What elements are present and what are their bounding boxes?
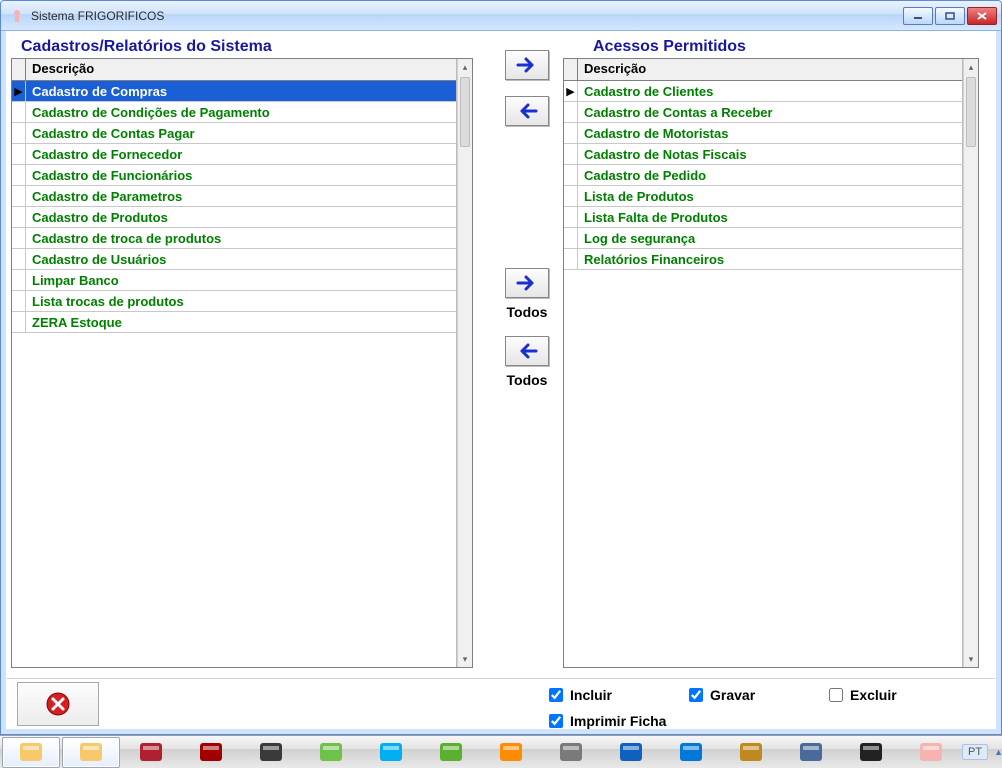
table-row[interactable]: Cadastro de Pedido — [564, 165, 962, 186]
messenger-icon[interactable] — [302, 737, 360, 768]
right-grid[interactable]: Descrição ▶Cadastro de ClientesCadastro … — [564, 59, 963, 667]
table-row[interactable]: ▶Cadastro de Clientes — [564, 81, 962, 102]
gear-icon[interactable] — [542, 737, 600, 768]
table-row[interactable]: Cadastro de Condições de Pagamento — [12, 102, 456, 123]
window-title: Sistema FRIGORIFICOS — [31, 9, 903, 23]
close-button[interactable] — [967, 7, 997, 25]
bottom-bar: Incluir Gravar Excluir Imprimir Ficha — [7, 678, 995, 728]
taskbar[interactable]: PT ▲ — [0, 735, 1002, 768]
explorer-folder-icon[interactable] — [62, 737, 120, 768]
right-title: Acessos Permitidos — [563, 32, 991, 58]
table-row[interactable]: Limpar Banco — [12, 270, 456, 291]
move-all-left-label: Todos — [507, 372, 548, 388]
gravar-check[interactable]: Gravar — [685, 685, 825, 705]
table-row[interactable]: Cadastro de Funcionários — [12, 165, 456, 186]
table-row[interactable]: Cadastro de Contas Pagar — [12, 123, 456, 144]
cell-label: Lista de Produtos — [578, 189, 700, 204]
cell-label: Limpar Banco — [26, 273, 125, 288]
cell-label: Cadastro de Pedido — [578, 168, 712, 183]
table-row[interactable]: Lista de Produtos — [564, 186, 962, 207]
imprimir-check[interactable]: Imprimir Ficha — [545, 711, 685, 731]
table-row[interactable]: ▶Cadastro de Compras — [12, 81, 456, 102]
move-right-button[interactable] — [505, 50, 549, 80]
table-row[interactable]: Lista trocas de produtos — [12, 291, 456, 312]
app-icon — [9, 8, 25, 24]
table-row[interactable]: Cadastro de Fornecedor — [12, 144, 456, 165]
firefox-icon[interactable] — [482, 737, 540, 768]
skype-icon[interactable] — [362, 737, 420, 768]
app-icon[interactable] — [902, 737, 960, 768]
titlebar[interactable]: Sistema FRIGORIFICOS — [1, 1, 1001, 31]
chart-icon[interactable] — [722, 737, 780, 768]
move-left-button[interactable] — [505, 96, 549, 126]
office-icon[interactable] — [122, 737, 180, 768]
cell-label: Cadastro de Contas Pagar — [26, 126, 201, 141]
music-icon[interactable] — [422, 737, 480, 768]
cell-label: Cadastro de Contas a Receber — [578, 105, 779, 120]
cell-label: Cadastro de Clientes — [578, 84, 719, 99]
table-row[interactable]: Cadastro de Produtos — [12, 207, 456, 228]
table-row[interactable]: Cadastro de Notas Fiscais — [564, 144, 962, 165]
right-scrollbar[interactable]: ▴▾ — [963, 59, 978, 667]
left-grid[interactable]: Descrição ▶Cadastro de ComprasCadastro d… — [12, 59, 457, 667]
move-all-right-label: Todos — [507, 304, 548, 320]
table-row[interactable]: Cadastro de Parametros — [12, 186, 456, 207]
left-title: Cadastros/Relatórios do Sistema — [11, 32, 491, 58]
cell-label: Cadastro de Usuários — [26, 252, 172, 267]
table-row[interactable]: Lista Falta de Produtos — [564, 207, 962, 228]
maximize-button[interactable] — [935, 7, 965, 25]
minimize-button[interactable] — [903, 7, 933, 25]
cell-label: Cadastro de Compras — [26, 84, 173, 99]
explorer-folders-icon[interactable] — [2, 737, 60, 768]
right-column-header: Descrição — [578, 59, 652, 80]
cell-label: Cadastro de Funcionários — [26, 168, 198, 183]
cell-label: Cadastro de Notas Fiscais — [578, 147, 753, 162]
incluir-check[interactable]: Incluir — [545, 685, 685, 705]
excluir-check[interactable]: Excluir — [825, 685, 965, 705]
cell-label: Cadastro de Motoristas — [578, 126, 734, 141]
table-row[interactable]: Relatórios Financeiros — [564, 249, 962, 270]
cell-label: ZERA Estoque — [26, 315, 128, 330]
left-column-header: Descrição — [26, 59, 100, 80]
cell-label: Cadastro de Produtos — [26, 210, 174, 225]
cell-label: Cadastro de troca de produtos — [26, 231, 227, 246]
transfer-buttons: Todos Todos — [499, 32, 555, 388]
left-scrollbar[interactable]: ▴▾ — [457, 59, 472, 667]
dialog-close-button[interactable] — [17, 682, 99, 726]
cell-label: Cadastro de Parametros — [26, 189, 188, 204]
table-row[interactable]: Cadastro de Motoristas — [564, 123, 962, 144]
cell-label: Lista trocas de produtos — [26, 294, 190, 309]
teamviewer-icon[interactable] — [662, 737, 720, 768]
table-row[interactable]: Cadastro de troca de produtos — [12, 228, 456, 249]
content-area: Cadastros/Relatórios do Sistema Descriçã… — [7, 32, 995, 728]
cell-label: Log de segurança — [578, 231, 701, 246]
tray-expand-icon[interactable]: ▲ — [994, 747, 1002, 757]
notepad-icon[interactable] — [782, 737, 840, 768]
move-all-right-button[interactable] — [505, 268, 549, 298]
app-window: Sistema FRIGORIFICOS Cadastros/Relatório… — [0, 0, 1002, 735]
vlc-icon[interactable] — [242, 737, 300, 768]
language-indicator[interactable]: PT — [962, 744, 988, 760]
filezilla-icon[interactable] — [182, 737, 240, 768]
antivirus-icon[interactable] — [602, 737, 660, 768]
cell-label: Lista Falta de Produtos — [578, 210, 734, 225]
table-row[interactable]: Cadastro de Usuários — [12, 249, 456, 270]
cell-label: Cadastro de Condições de Pagamento — [26, 105, 276, 120]
cell-label: Relatórios Financeiros — [578, 252, 730, 267]
right-panel: Descrição ▶Cadastro de ClientesCadastro … — [563, 58, 979, 668]
system-tray[interactable]: PT ▲ — [962, 744, 1002, 760]
cell-label: Cadastro de Fornecedor — [26, 147, 188, 162]
table-row[interactable]: Cadastro de Contas a Receber — [564, 102, 962, 123]
move-all-left-button[interactable] — [505, 336, 549, 366]
left-panel: Descrição ▶Cadastro de ComprasCadastro d… — [11, 58, 473, 668]
table-row[interactable]: ZERA Estoque — [12, 312, 456, 333]
permission-checks: Incluir Gravar Excluir Imprimir Ficha — [545, 679, 995, 731]
table-row[interactable]: Log de segurança — [564, 228, 962, 249]
tool-icon[interactable] — [842, 737, 900, 768]
